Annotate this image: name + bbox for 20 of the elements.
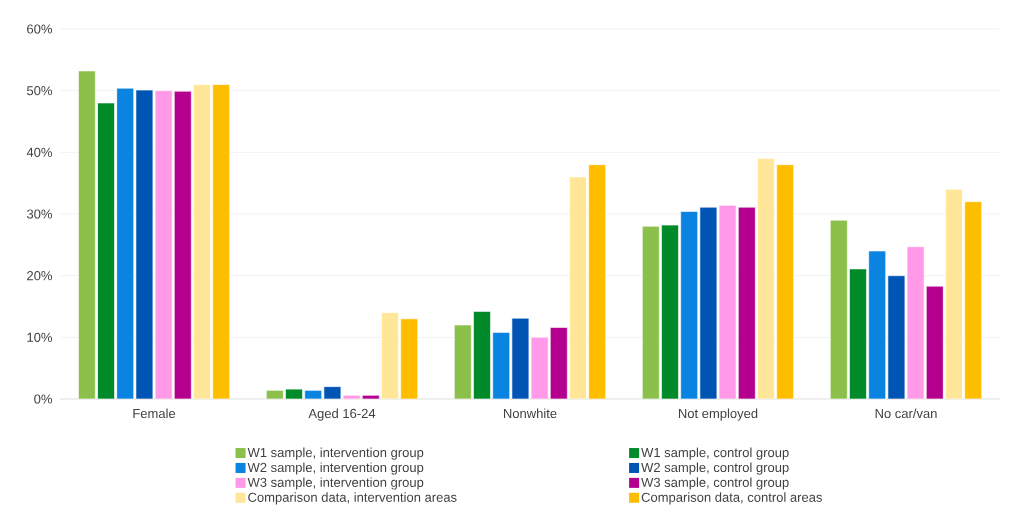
y-tick-label: 0% (34, 394, 53, 404)
legend-label: W1 sample, control group (641, 447, 789, 460)
legend-label: W2 sample, control group (641, 462, 789, 475)
x-tick-label: Not employed (678, 408, 758, 421)
x-tick-label: Female (133, 408, 176, 419)
y-tick-label: 10% (27, 332, 53, 342)
legend-label: Comparison data, intervention areas (248, 492, 457, 505)
y-tick-label: 30% (26, 209, 53, 219)
y-tick-label: 20% (27, 271, 53, 281)
x-tick-label: Aged 16-24 (308, 408, 376, 421)
y-tick-label: 60% (27, 24, 53, 34)
y-tick-label: 50% (26, 86, 53, 96)
legend-label: W2 sample, intervention group (247, 462, 424, 475)
legend-label: W3 sample, intervention group (247, 477, 424, 490)
legend-label: W1 sample, intervention group (247, 447, 424, 460)
y-tick-label: 40% (26, 147, 53, 157)
legend-label: Comparison data, control areas (641, 492, 822, 505)
legend-label: W3 sample, control group (641, 477, 789, 490)
x-tick-label: No car/van (875, 408, 937, 419)
x-tick-label: Nonwhite (503, 408, 557, 419)
